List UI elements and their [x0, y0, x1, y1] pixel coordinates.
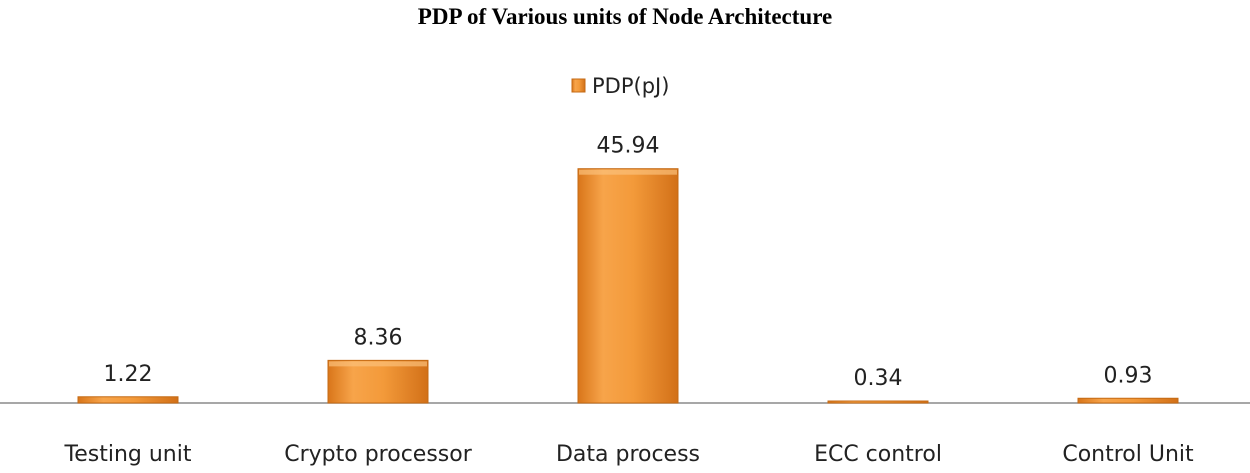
data-labels-group: 1.22 8.36 45.94 0.34 0.93: [104, 134, 1153, 391]
bar-rect: [1077, 397, 1179, 404]
bars-group: [77, 168, 1179, 404]
legend-swatch: [571, 78, 586, 93]
bar: [1077, 397, 1179, 404]
legend: PDP(pJ): [571, 74, 669, 98]
category-label: ECC control: [814, 442, 942, 467]
bar: [327, 359, 429, 404]
bar: [827, 400, 929, 404]
bar-highlight: [329, 361, 427, 367]
data-label: 8.36: [354, 325, 403, 350]
bar-rect: [77, 396, 179, 404]
category-label: Control Unit: [1062, 442, 1194, 467]
bar-rect: [327, 359, 429, 404]
data-label: 1.22: [104, 362, 153, 387]
category-labels-group: Testing unit Crypto processor Data process…: [64, 442, 1195, 467]
chart-title: PDP of Various units of Node Architectur…: [418, 4, 832, 29]
category-label: Testing unit: [64, 442, 192, 467]
category-label: Data process: [556, 442, 700, 467]
data-label: 0.93: [1104, 363, 1153, 388]
bar-rect: [577, 168, 679, 404]
data-label: 45.94: [597, 134, 660, 159]
bar: [577, 168, 679, 404]
bar-highlight: [579, 169, 677, 175]
bar: [77, 396, 179, 404]
legend-label: PDP(pJ): [592, 74, 669, 98]
bar-rect: [827, 400, 929, 404]
data-label: 0.34: [854, 366, 903, 391]
category-label: Crypto processor: [284, 442, 472, 467]
